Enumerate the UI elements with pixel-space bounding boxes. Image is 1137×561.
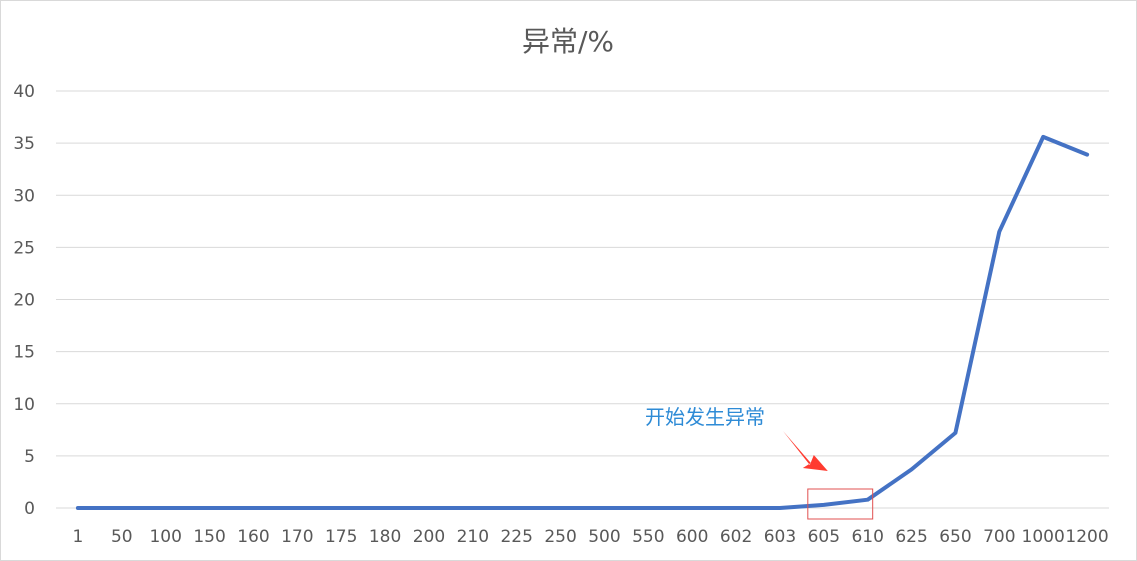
- x-tick-label-610: 610: [851, 527, 883, 547]
- data-point-550: [647, 507, 649, 509]
- chart-title: 异常/%: [522, 25, 614, 58]
- x-tick-label-1: 1: [73, 527, 84, 547]
- x-tick-label-180: 180: [369, 527, 401, 547]
- data-point-200: [428, 507, 430, 509]
- x-tick-label-700: 700: [983, 527, 1015, 547]
- data-point-605: [823, 504, 825, 506]
- data-point-50: [121, 507, 123, 509]
- data-point-225: [516, 507, 518, 509]
- series-layer: [75, 134, 1090, 510]
- data-point-160: [252, 507, 254, 509]
- x-tick-label-150: 150: [193, 527, 225, 547]
- x-tick-label-550: 550: [632, 527, 664, 547]
- data-point-100: [165, 507, 167, 509]
- y-tick-label-0: 0: [24, 499, 35, 519]
- series-line-0: [75, 134, 1090, 510]
- x-tick-label-170: 170: [281, 527, 313, 547]
- y-tick-label-25: 25: [13, 238, 35, 258]
- x-tick-label-602: 602: [720, 527, 752, 547]
- data-point-700: [998, 231, 1000, 233]
- y-tick-label-40: 40: [13, 82, 35, 102]
- x-tick-label-250: 250: [544, 527, 576, 547]
- data-point-180: [384, 507, 386, 509]
- y-tick-label-5: 5: [24, 447, 35, 467]
- data-point-625: [911, 468, 913, 470]
- x-tick-label-100: 100: [149, 527, 181, 547]
- data-point-1200: [1086, 154, 1088, 156]
- highlight-box: [807, 488, 874, 520]
- data-point-1000: [1042, 136, 1044, 138]
- data-point-500: [603, 507, 605, 509]
- x-tick-label-1000: 1000: [1022, 527, 1065, 547]
- y-tick-label-20: 20: [13, 291, 35, 311]
- data-point-600: [691, 507, 693, 509]
- x-tick-label-603: 603: [764, 527, 796, 547]
- data-point-170: [296, 507, 298, 509]
- data-point-650: [954, 432, 956, 434]
- x-tick-label-605: 605: [808, 527, 840, 547]
- data-point-210: [472, 507, 474, 509]
- y-tick-label-35: 35: [13, 134, 35, 154]
- annotation-text: 开始发生异常: [645, 405, 765, 429]
- x-tick-label-600: 600: [676, 527, 708, 547]
- x-tick-label-200: 200: [413, 527, 445, 547]
- x-tick-label-160: 160: [237, 527, 269, 547]
- data-point-150: [209, 507, 211, 509]
- data-point-602: [735, 507, 737, 509]
- data-point-175: [340, 507, 342, 509]
- data-point-1: [77, 507, 79, 509]
- annotation-arrow-icon: [783, 431, 828, 471]
- data-point-603: [779, 507, 781, 509]
- x-tick-label-1200: 1200: [1065, 527, 1108, 547]
- x-tick-label-50: 50: [111, 527, 133, 547]
- x-tick-label-210: 210: [457, 527, 489, 547]
- x-tick-label-225: 225: [500, 527, 532, 547]
- x-tick-label-175: 175: [325, 527, 357, 547]
- data-point-250: [560, 507, 562, 509]
- x-tick-label-500: 500: [588, 527, 620, 547]
- gridlines: [56, 90, 1109, 509]
- x-tick-label-625: 625: [895, 527, 927, 547]
- x-tick-label-650: 650: [939, 527, 971, 547]
- y-tick-label-30: 30: [13, 186, 35, 206]
- x-axis-ticks: 1 50 100 150 160 170 175 180 200 210 225 250 500 550 6…: [73, 527, 1109, 547]
- y-tick-label-15: 15: [13, 343, 35, 363]
- y-axis-ticks: 0 5 10 15 20 25 30 35 40: [13, 82, 35, 519]
- y-tick-label-10: 10: [13, 395, 35, 415]
- data-point-610: [867, 499, 869, 501]
- annotation-layer: 开始发生异常: [645, 405, 874, 520]
